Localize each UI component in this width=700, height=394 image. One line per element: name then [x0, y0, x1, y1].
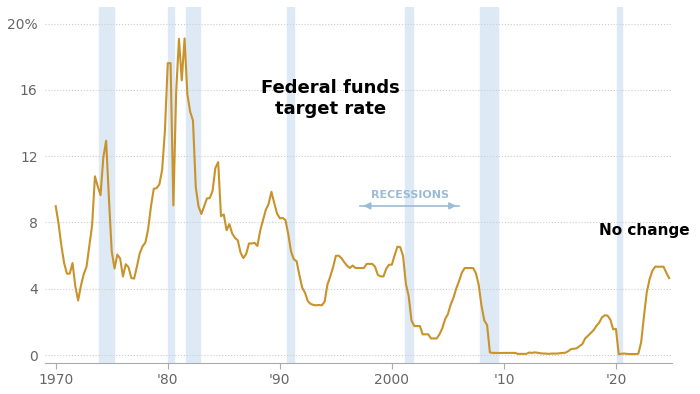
Text: No change: No change — [598, 223, 690, 238]
Bar — [99, 7, 114, 363]
Bar — [480, 7, 498, 363]
Bar — [617, 7, 622, 363]
Text: Federal funds
target rate: Federal funds target rate — [261, 79, 400, 117]
Bar — [186, 7, 200, 363]
Bar — [405, 7, 413, 363]
Bar — [168, 7, 174, 363]
Text: RECESSIONS: RECESSIONS — [371, 190, 449, 200]
Bar — [286, 7, 295, 363]
